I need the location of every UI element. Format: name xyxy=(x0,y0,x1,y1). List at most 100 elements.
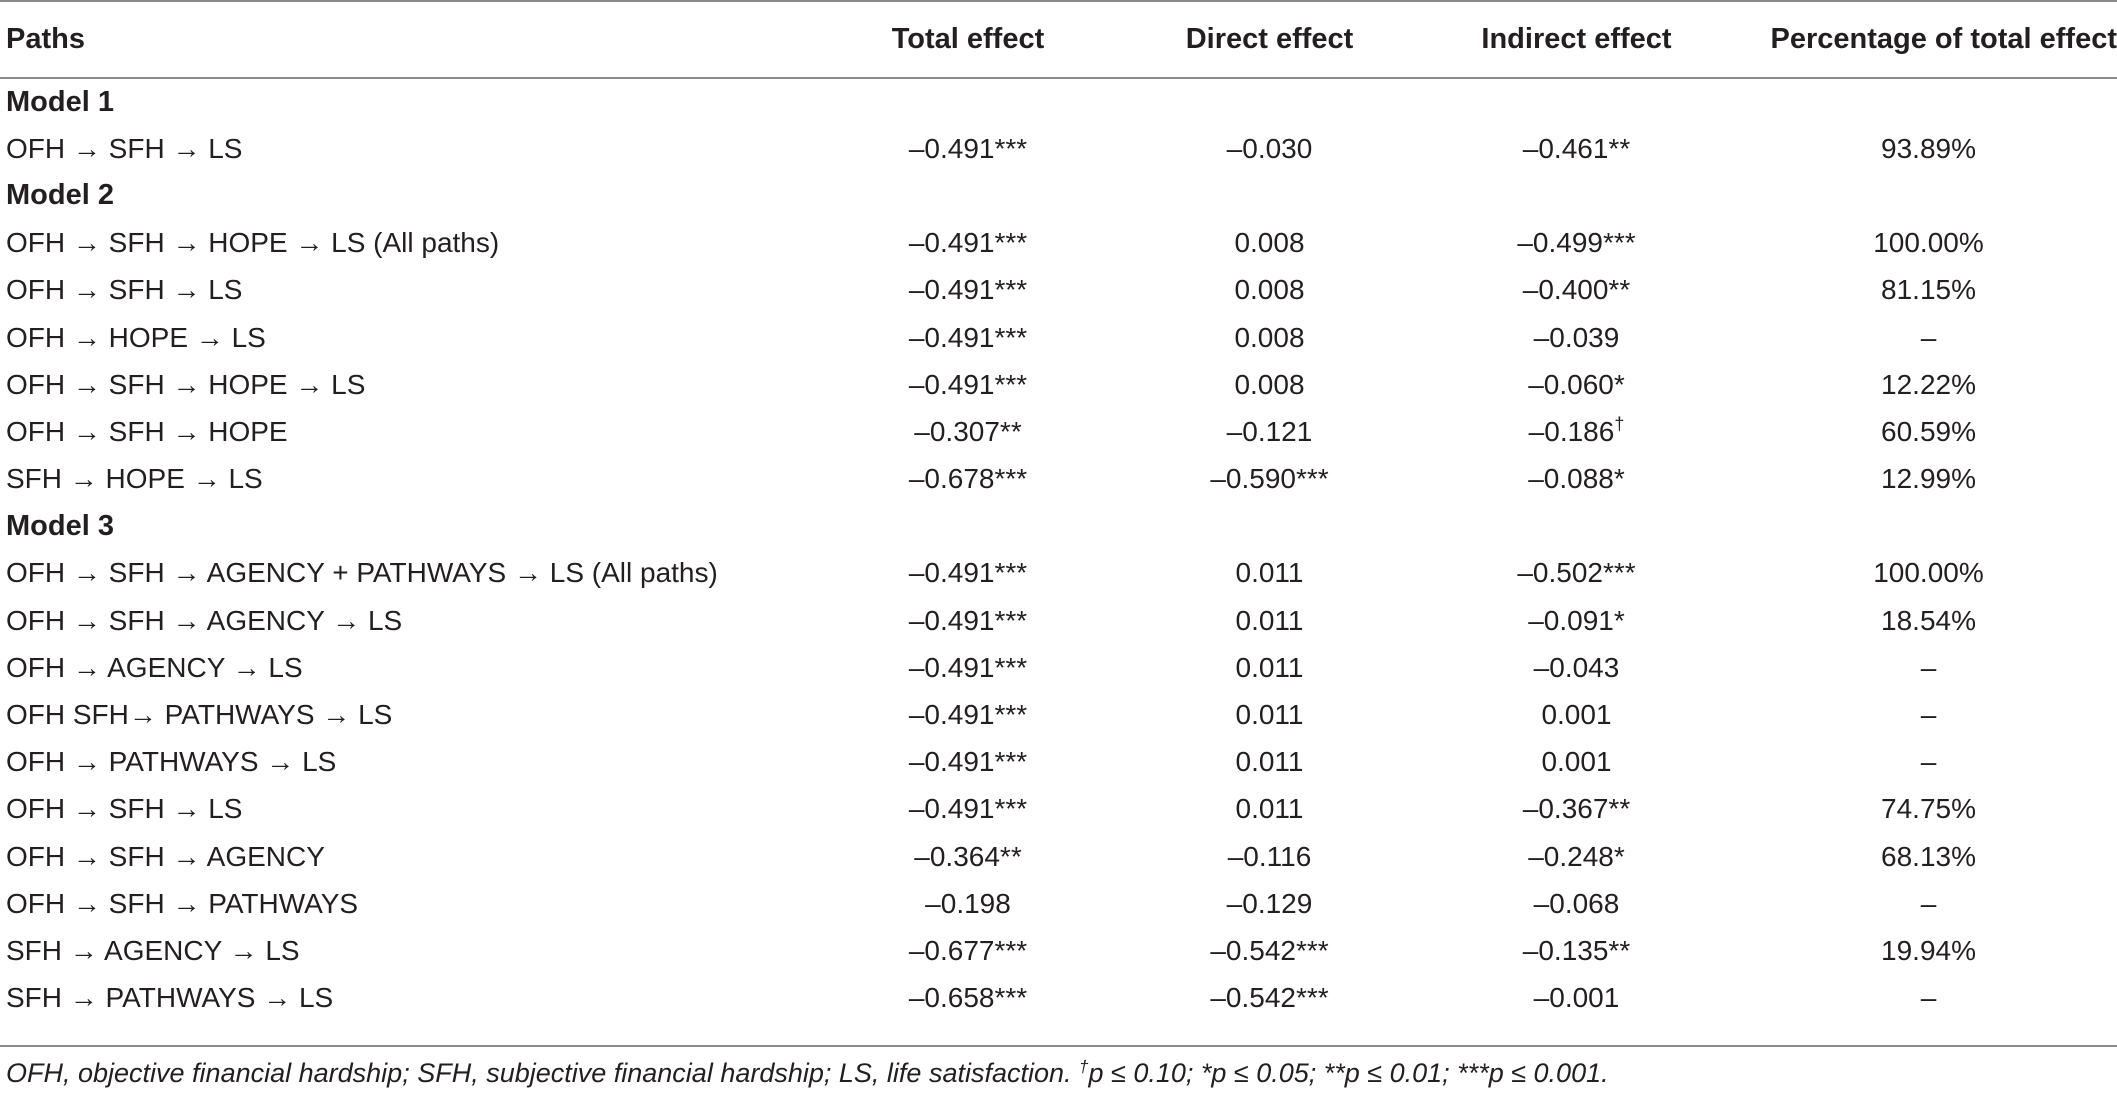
direct-effect-cell-value: –0.030 xyxy=(1226,132,1313,164)
path-cell-value: OFH SFH→ PATHWAYS → LS xyxy=(6,699,393,731)
total-effect-cell-value: –0.491*** xyxy=(908,321,1028,353)
indirect-effect-cell: –0.502*** xyxy=(1413,550,1740,597)
total-effect-cell: –0.491*** xyxy=(810,597,1126,644)
direct-effect-cell-value: 0.008 xyxy=(1234,368,1305,400)
indirect-effect-cell-value: –0.367** xyxy=(1522,793,1631,825)
indirect-effect-cell: –0.039 xyxy=(1413,314,1740,361)
table-row: OFH → SFH → LS –0.491*** 0.011 –0.367** 74.7… xyxy=(0,786,2117,833)
direct-effect-cell: 0.011 xyxy=(1126,691,1413,738)
path-cell: OFH → HOPE → LS xyxy=(0,314,810,361)
percentage-cell-value: – xyxy=(1920,651,1937,683)
percentage-cell-value: 100.00% xyxy=(1873,557,1984,589)
results-table-container: Paths Total effect Direct effect Indirec… xyxy=(0,0,2117,1022)
path-cell-value: OFH → SFH → LS xyxy=(6,132,243,164)
table-row: OFH → SFH → HOPE → LS –0.491*** 0.008 –0.06… xyxy=(0,361,2117,408)
table-row: OFH → SFH → AGENCY + PATHWAYS → LS (All … xyxy=(0,550,2117,597)
total-effect-cell: –0.491*** xyxy=(810,739,1126,786)
indirect-effect-cell-value: –0.091* xyxy=(1528,604,1625,636)
path-cell-value: OFH → SFH → PATHWAYS xyxy=(6,887,359,919)
total-effect-cell-value: –0.491*** xyxy=(908,746,1028,778)
path-cell-value: OFH → SFH → AGENCY xyxy=(6,840,325,872)
table-bottom-rule xyxy=(0,1045,2117,1047)
mediation-effects-table: Paths Total effect Direct effect Indirec… xyxy=(0,0,2117,1022)
model-label: Model 1 xyxy=(6,85,114,118)
indirect-effect-cell-value: –0.499*** xyxy=(1517,227,1636,259)
total-effect-cell: –0.491*** xyxy=(810,691,1126,738)
path-cell: SFH → AGENCY → LS xyxy=(0,927,810,974)
path-cell-value: SFH → AGENCY → LS xyxy=(6,934,300,966)
direct-effect-cell: –0.542*** xyxy=(1126,975,1413,1022)
indirect-effect-cell: –0.461** xyxy=(1413,125,1740,172)
direct-effect-cell: 0.008 xyxy=(1126,314,1413,361)
model-label: Model 3 xyxy=(6,509,114,542)
total-effect-cell-value: –0.491*** xyxy=(908,651,1028,683)
total-effect-cell: –0.491*** xyxy=(810,314,1126,361)
path-cell-value: OFH → SFH → AGENCY → LS xyxy=(6,604,403,636)
total-effect-cell: –0.658*** xyxy=(810,975,1126,1022)
indirect-effect-cell-value: 0.001 xyxy=(1541,746,1612,778)
total-effect-cell: –0.491*** xyxy=(810,786,1126,833)
significance-dagger-mark: † xyxy=(1614,414,1625,435)
footnote-significance: p ≤ 0.10; *p ≤ 0.05; **p ≤ 0.01; ***p ≤ … xyxy=(1088,1058,1609,1088)
indirect-effect-cell: –0.043 xyxy=(1413,644,1740,691)
total-effect-cell-value: –0.678*** xyxy=(908,463,1028,495)
table-row: OFH → AGENCY → LS –0.491*** 0.011 –0.043 – xyxy=(0,644,2117,691)
path-cell-value: OFH → SFH → AGENCY + PATHWAYS → LS (All … xyxy=(6,557,718,589)
total-effect-cell-value: –0.491*** xyxy=(908,132,1028,164)
percentage-cell-value: 12.22% xyxy=(1881,368,1976,400)
direct-effect-cell: –0.121 xyxy=(1126,408,1413,455)
total-effect-cell: –0.678*** xyxy=(810,456,1126,503)
path-cell: OFH → SFH → AGENCY xyxy=(0,833,810,880)
indirect-effect-cell: –0.186† xyxy=(1413,408,1740,455)
indirect-effect-cell: –0.499*** xyxy=(1413,220,1740,267)
path-cell: OFH → SFH → AGENCY → LS xyxy=(0,597,810,644)
indirect-effect-cell: 0.001 xyxy=(1413,691,1740,738)
total-effect-cell: –0.491*** xyxy=(810,220,1126,267)
percentage-cell-value: 81.15% xyxy=(1881,274,1976,306)
direct-effect-cell-value: –0.542*** xyxy=(1210,982,1329,1014)
percentage-cell: – xyxy=(1740,691,2117,738)
direct-effect-cell: –0.542*** xyxy=(1126,927,1413,974)
percentage-cell-value: 12.99% xyxy=(1881,463,1976,495)
model-heading-row: Model 2 xyxy=(0,172,2117,219)
direct-effect-cell-value: 0.011 xyxy=(1235,793,1304,825)
indirect-effect-cell-value: –0.461** xyxy=(1522,132,1631,164)
percentage-cell-value: – xyxy=(1920,321,1937,353)
path-cell: OFH → SFH → LS xyxy=(0,786,810,833)
indirect-effect-cell: –0.001 xyxy=(1413,975,1740,1022)
percentage-cell-value: 18.54% xyxy=(1881,604,1976,636)
direct-effect-cell-value: –0.129 xyxy=(1226,887,1313,919)
table-row: SFH → PATHWAYS → LS –0.658*** –0.542*** –0.… xyxy=(0,975,2117,1022)
path-cell: SFH → HOPE → LS xyxy=(0,456,810,503)
total-effect-cell-value: –0.198 xyxy=(925,887,1011,919)
indirect-effect-cell-value: –0.502*** xyxy=(1517,557,1636,589)
direct-effect-cell: –0.129 xyxy=(1126,880,1413,927)
indirect-effect-cell-value: –0.186 xyxy=(1528,415,1615,447)
direct-effect-cell: 0.011 xyxy=(1126,597,1413,644)
percentage-cell: – xyxy=(1740,880,2117,927)
total-effect-cell-value: –0.491*** xyxy=(908,227,1028,259)
indirect-effect-cell-value: –0.135** xyxy=(1522,934,1631,966)
total-effect-cell-value: –0.307** xyxy=(914,415,1022,447)
path-cell: OFH → SFH → HOPE → LS xyxy=(0,361,810,408)
model-label: Model 2 xyxy=(6,179,114,212)
path-cell: SFH → PATHWAYS → LS xyxy=(0,975,810,1022)
indirect-effect-cell: 0.001 xyxy=(1413,739,1740,786)
indirect-effect-cell: –0.135** xyxy=(1413,927,1740,974)
path-cell-value: OFH → SFH → LS xyxy=(6,274,243,306)
indirect-effect-cell-value: –0.060* xyxy=(1528,368,1625,400)
direct-effect-cell: 0.011 xyxy=(1126,786,1413,833)
header-total-effect: Total effect xyxy=(810,0,1126,79)
table-row: OFH → SFH → AGENCY → LS –0.491*** 0.011 –0.… xyxy=(0,597,2117,644)
model-heading-row: Model 1 xyxy=(0,78,2117,125)
path-cell: OFH → PATHWAYS → LS xyxy=(0,739,810,786)
path-cell: OFH → AGENCY → LS xyxy=(0,644,810,691)
direct-effect-cell: 0.008 xyxy=(1126,361,1413,408)
direct-effect-cell: –0.116 xyxy=(1126,833,1413,880)
header-direct-effect: Direct effect xyxy=(1126,0,1413,79)
total-effect-cell-value: –0.491*** xyxy=(908,557,1028,589)
percentage-cell: – xyxy=(1740,739,2117,786)
direct-effect-cell-value: –0.121 xyxy=(1226,415,1313,447)
direct-effect-cell: –0.030 xyxy=(1126,125,1413,172)
path-cell-value: OFH → SFH → HOPE xyxy=(6,415,288,447)
